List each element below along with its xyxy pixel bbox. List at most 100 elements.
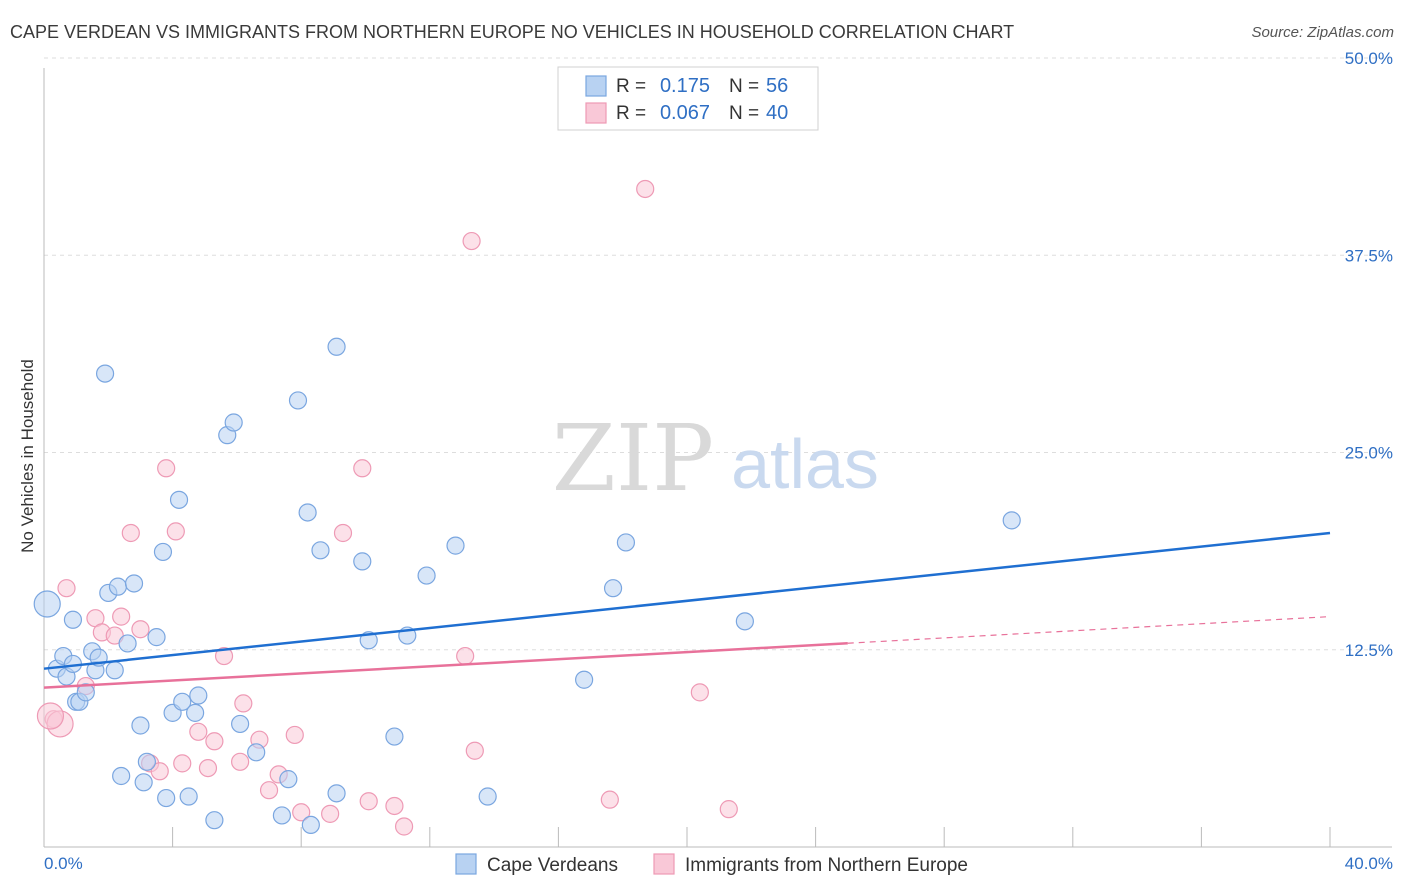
watermark-zip: ZIP [552,405,714,512]
bottom-legend-label: Immigrants from Northern Europe [685,855,968,876]
blue-point [603,579,623,598]
blue-point [157,788,176,808]
pink-point [189,722,208,741]
pink-point [690,683,709,702]
blue-point [478,787,497,806]
pink-point [719,800,738,819]
blue-point [189,686,208,705]
y-tick-labels: 12.5% 25.0% 37.5% 50.0% [1345,49,1393,660]
pink-point [636,179,655,199]
blue-point [118,634,137,653]
blue-point [575,670,594,689]
pink-series-points [36,179,738,836]
series-legend: Cape Verdeans Immigrants from Northern Eu… [455,853,968,876]
watermark-atlas: atlas [731,425,879,503]
blue-point [272,806,292,825]
pink-point [131,620,150,639]
pink-point [292,803,311,822]
blue-point [169,490,189,509]
axes [43,68,1392,848]
blue-point [131,716,150,735]
pink-point [456,646,475,666]
legend-r-value: 0.175 [660,75,710,97]
y-axis-label: No Vehicles in Household [18,359,37,553]
blue-point [173,692,192,711]
pink-point [112,607,131,626]
pink-point [333,523,353,543]
legend-swatch-pink [585,102,607,124]
pink-point [394,817,414,836]
blue-point [179,787,198,806]
pink-trend-line-extension [847,616,1331,644]
watermark: ZIP atlas [552,405,879,512]
blue-point [134,773,153,792]
gridlines [44,57,1392,651]
blue-point [735,612,754,631]
pink-point [231,752,250,771]
blue-point [95,364,115,383]
blue-point [311,541,330,560]
legend-r-label: R = [616,103,646,124]
correlation-legend: R = 0.175 N = 56 R = 0.067 N = 40 [557,66,819,131]
trend-lines [43,531,1331,689]
blue-point [298,503,317,522]
pink-point [121,523,140,543]
legend-r-label: R = [616,76,646,97]
blue-point [108,577,128,596]
blue-point [288,391,308,410]
x-tick-labels: 0.0% 40.0% [44,854,1393,873]
pink-point [157,459,176,478]
pink-point [465,741,484,760]
y-tick-label: 50.0% [1345,49,1393,68]
pink-point [205,732,224,751]
blue-point [147,628,166,647]
y-tick-label: 25.0% [1345,444,1393,463]
pink-point [173,754,192,773]
blue-point [153,542,173,562]
blue-point [76,683,95,702]
pink-point [385,796,404,816]
blue-point [124,574,144,593]
blue-point [327,784,346,803]
legend-n-label: N = [729,103,759,124]
x-tick-label-max: 40.0% [1345,854,1393,873]
blue-point [247,743,266,762]
legend-n-value: 56 [766,75,788,97]
blue-point [63,610,83,629]
legend-n-value: 40 [766,102,788,124]
blue-point [327,337,346,356]
source-label: Source: ZipAtlas.com [1251,24,1394,41]
pink-point [166,522,185,541]
pink-point [57,579,76,598]
blue-point [231,714,250,734]
blue-point [112,766,131,786]
legend-r-value: 0.067 [660,102,710,124]
blue-point [616,533,636,552]
blue-point [385,727,404,746]
blue-point [446,536,465,555]
blue-point [33,590,61,618]
pink-point [285,725,304,745]
blue-point [137,752,156,771]
pink-point [198,758,218,778]
pink-point [359,792,378,811]
pink-point [600,790,619,809]
blue-point [417,566,436,585]
legend-swatch-blue [585,75,607,97]
y-tick-label: 37.5% [1345,246,1393,265]
pink-point [353,459,372,478]
legend-n-label: N = [729,76,759,97]
bottom-legend-swatch-pink [653,853,675,875]
blue-trend-line [43,531,1331,670]
blue-point [105,661,124,680]
pink-point [462,231,481,251]
pink-point [214,646,234,666]
blue-point [186,703,205,722]
blue-point [205,811,224,830]
blue-point [301,815,320,835]
pink-point [234,694,253,713]
chart-title: CAPE VERDEAN VS IMMIGRANTS FROM NORTHERN… [10,22,1015,42]
blue-point [279,770,298,789]
x-tick-label-min: 0.0% [44,854,83,873]
